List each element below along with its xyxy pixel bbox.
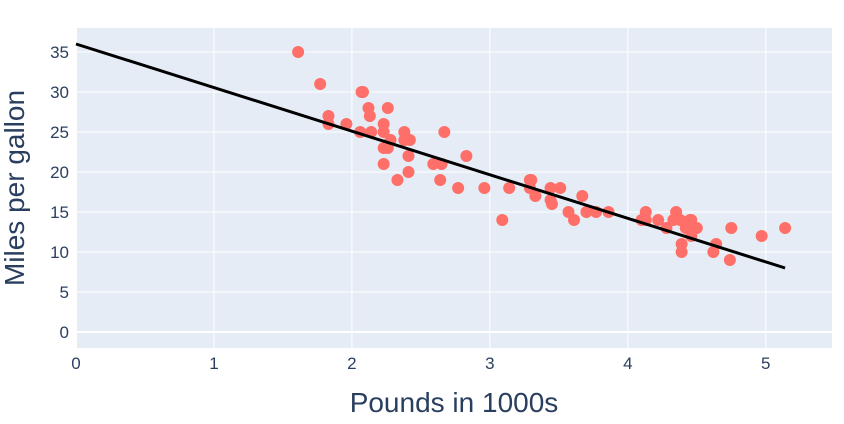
x-tick-label: 1	[209, 354, 218, 373]
data-point	[690, 222, 703, 234]
data-point	[438, 126, 451, 138]
data-point	[427, 158, 440, 170]
data-point	[723, 254, 736, 266]
data-point	[391, 174, 404, 186]
data-point	[460, 150, 473, 162]
x-tick-label: 2	[347, 354, 356, 373]
data-point	[381, 102, 394, 114]
data-point	[675, 246, 688, 258]
x-tick-label: 5	[761, 354, 770, 373]
data-point	[503, 182, 516, 194]
y-tick-label: 10	[50, 243, 69, 262]
data-point	[580, 206, 593, 218]
data-point	[377, 158, 390, 170]
data-point	[363, 110, 376, 122]
data-point	[652, 214, 665, 226]
data-point	[544, 182, 557, 194]
data-point	[725, 222, 738, 234]
data-point	[755, 230, 768, 242]
y-tick-label: 0	[60, 323, 69, 342]
y-tick-label: 30	[50, 83, 69, 102]
data-point	[576, 190, 589, 202]
data-point	[478, 182, 491, 194]
data-point	[554, 182, 567, 194]
data-point	[496, 214, 509, 226]
data-point	[452, 182, 465, 194]
y-tick-label: 15	[50, 203, 69, 222]
y-tick-label: 25	[50, 123, 69, 142]
data-point	[377, 126, 390, 138]
y-tick-label: 35	[50, 43, 69, 62]
data-point	[356, 86, 369, 98]
data-point	[568, 214, 581, 226]
data-point	[403, 134, 416, 146]
data-point	[292, 46, 305, 58]
y-tick-label: 20	[50, 163, 69, 182]
data-point	[529, 190, 542, 202]
x-tick-label: 3	[485, 354, 494, 373]
y-tick-label: 5	[60, 283, 69, 302]
x-tick-label: 0	[71, 354, 80, 373]
data-point	[544, 194, 557, 206]
data-point	[434, 174, 447, 186]
x-tick-label: 4	[623, 354, 632, 373]
x-axis-title: Pounds in 1000s	[350, 387, 559, 418]
y-axis-title: Miles per gallon	[0, 90, 30, 286]
data-point	[402, 166, 415, 178]
data-point	[402, 150, 415, 162]
regression-line	[75, 42, 786, 270]
data-point	[779, 222, 792, 234]
data-point	[314, 78, 327, 90]
